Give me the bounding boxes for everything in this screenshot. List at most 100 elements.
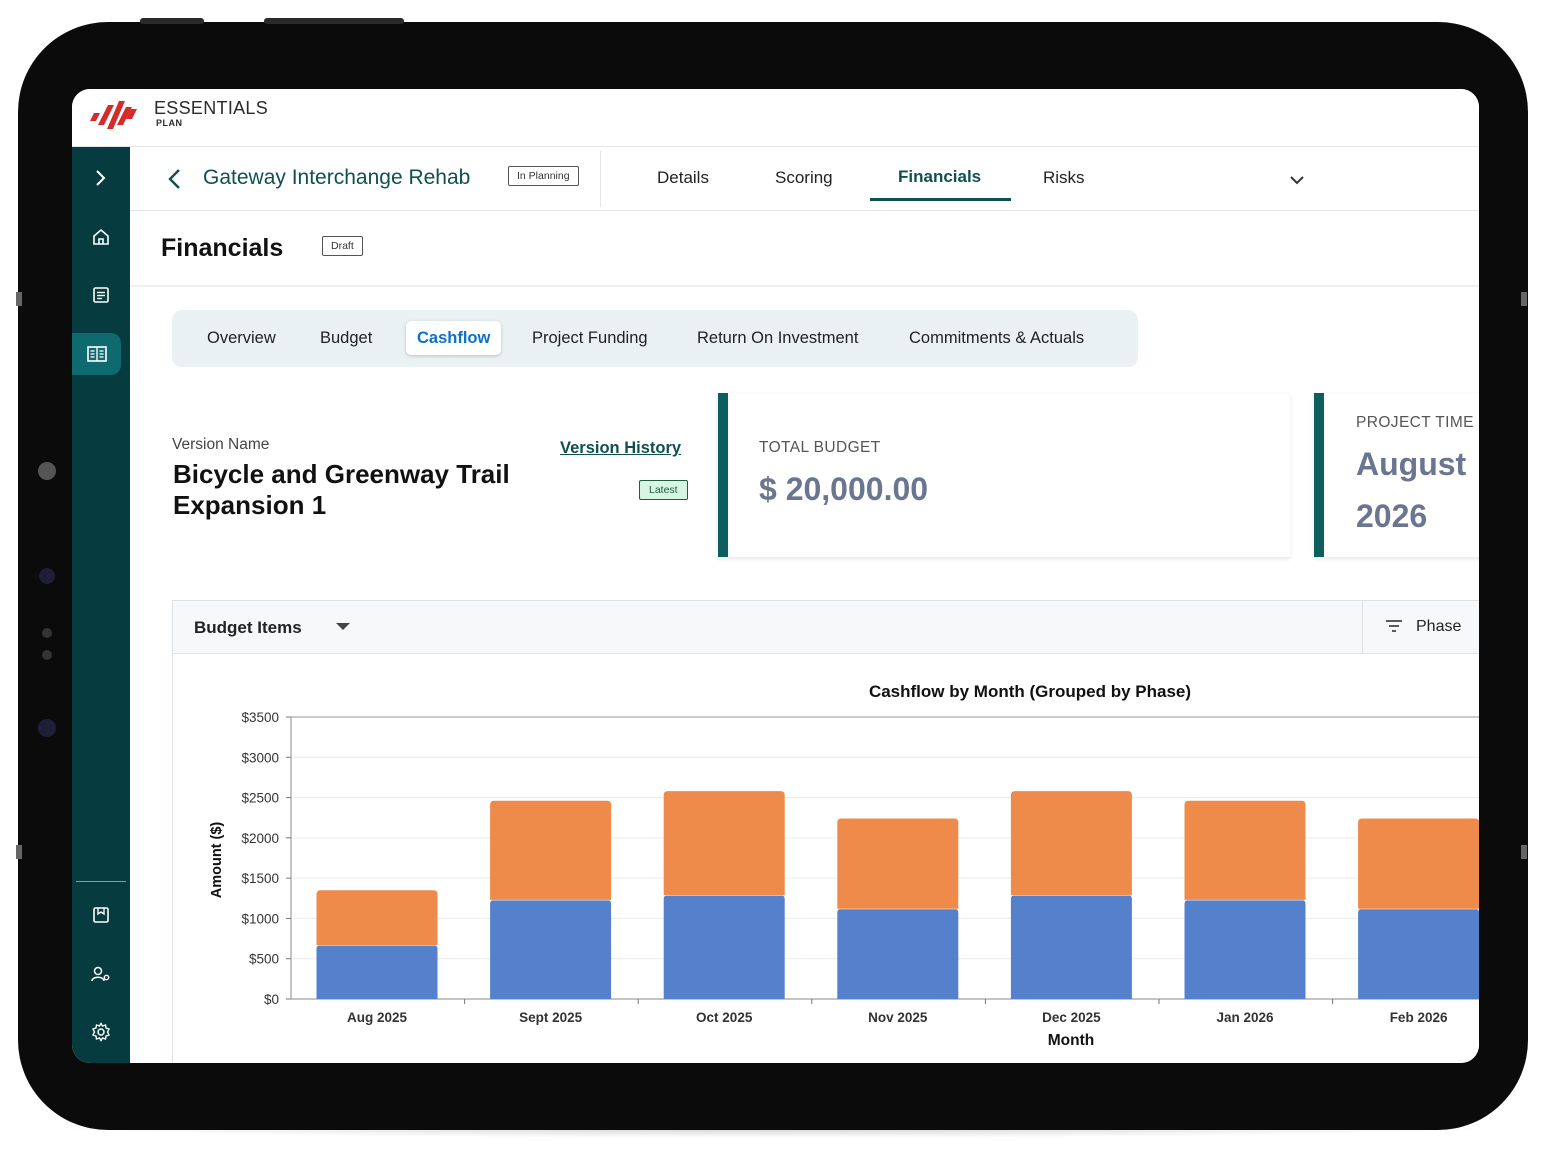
card-accent-bar <box>1314 393 1324 557</box>
bar-blue-segment <box>663 895 785 999</box>
bar-blue-segment <box>837 908 959 999</box>
tablet-side-button <box>16 845 22 859</box>
sidebar-item-settings[interactable] <box>72 1011 130 1053</box>
project-timeline-label: PROJECT TIME <box>1356 414 1474 431</box>
sidebar-item-documents[interactable] <box>72 274 130 316</box>
camera <box>38 462 56 480</box>
bar-orange-segment <box>1010 791 1132 896</box>
y-tick-label: $0 <box>264 992 279 1007</box>
y-tick-label: $2000 <box>241 831 279 846</box>
sidebar-item-saved[interactable] <box>72 894 130 936</box>
sidebar <box>72 147 130 1063</box>
budget-items-panel: Budget Items Phase Cashflow by Month (Gr… <box>172 600 1479 1063</box>
y-tick-label: $500 <box>249 952 279 967</box>
filter-icon <box>1386 620 1402 632</box>
subtab-budget[interactable]: Budget <box>320 329 373 347</box>
y-axis-label: Amount ($) <box>209 822 225 899</box>
version-name: Bicycle and Greenway Trail Expansion 1 <box>173 459 510 520</box>
divider <box>600 151 601 207</box>
tablet-side-button <box>1521 292 1527 306</box>
subtab-return-on-investment[interactable]: Return On Investment <box>697 329 859 347</box>
x-tick-label: Sept 2025 <box>519 1010 583 1025</box>
tab-financials[interactable]: Financials <box>898 167 982 186</box>
logo-mark-icon <box>90 101 137 129</box>
page-title: Financials <box>161 234 284 262</box>
chevron-down-icon <box>1290 176 1304 185</box>
chart-title: Cashflow by Month (Grouped by Phase) <box>869 682 1191 701</box>
budget-items-dropdown[interactable]: Budget Items <box>194 618 302 637</box>
project-timeline-year: 2026 <box>1356 498 1428 534</box>
more-tabs-button[interactable] <box>1286 169 1308 191</box>
bar-blue-segment <box>490 899 612 999</box>
x-tick-label: Jan 2026 <box>1216 1010 1274 1025</box>
y-tick-label: $1000 <box>241 911 279 926</box>
chevron-left-icon <box>168 169 180 189</box>
logo-subtitle: PLAN <box>156 118 183 128</box>
x-tick-label: Aug 2025 <box>347 1010 408 1025</box>
phase-filter-button[interactable]: Phase <box>1362 601 1479 654</box>
user-settings-icon <box>91 966 110 982</box>
document-list-icon <box>93 287 109 303</box>
app-header: ESSENTIALS PLAN <box>72 89 1479 147</box>
y-tick-label: $3500 <box>241 710 279 725</box>
draft-badge: Draft <box>322 236 363 256</box>
bar-blue-segment <box>1010 895 1132 999</box>
x-tick-label: Oct 2025 <box>696 1010 753 1025</box>
bar-blue-segment <box>1358 908 1479 999</box>
version-name-label: Version Name <box>172 436 270 453</box>
tablet-button <box>140 18 204 24</box>
sensor <box>42 628 52 638</box>
page-header: Financials Draft <box>130 211 1479 287</box>
y-tick-label: $1500 <box>241 871 279 886</box>
version-history-link[interactable]: Version History <box>560 439 682 457</box>
total-budget-card: TOTAL BUDGET $ 20,000.00 <box>718 393 1290 557</box>
total-budget-value: $ 20,000.00 <box>759 471 929 507</box>
tab-details[interactable]: Details <box>657 168 709 187</box>
sidebar-item-home[interactable] <box>72 216 130 258</box>
bar-orange-segment <box>837 818 959 909</box>
bar-blue-segment <box>316 945 438 999</box>
back-button[interactable] <box>160 165 188 193</box>
expand-sidebar-button[interactable] <box>72 157 130 199</box>
caret-down-icon[interactable] <box>336 623 350 630</box>
y-tick-label: $2500 <box>241 791 279 806</box>
sensor <box>42 650 52 660</box>
x-tick-label: Dec 2025 <box>1042 1010 1101 1025</box>
sensor <box>39 568 55 584</box>
sidebar-item-financials[interactable] <box>72 333 121 375</box>
y-tick-label: $3000 <box>241 750 279 765</box>
x-axis-label: Month <box>1048 1032 1094 1049</box>
bar-orange-segment <box>1358 818 1479 909</box>
active-tab-indicator <box>870 198 1011 201</box>
bar-blue-segment <box>1184 899 1306 999</box>
tablet-side-button <box>16 292 22 306</box>
project-title: Gateway Interchange Rehab <box>203 166 471 189</box>
phase-filter-label: Phase <box>1416 618 1462 635</box>
bar-orange-segment <box>663 791 785 896</box>
sensor <box>38 719 56 737</box>
card-accent-bar <box>718 393 728 557</box>
project-timeline-value: August <box>1356 446 1467 482</box>
panel-header: Budget Items Phase <box>173 601 1479 654</box>
subtab-overview[interactable]: Overview <box>207 329 276 347</box>
x-tick-label: Nov 2025 <box>868 1010 928 1025</box>
tab-risks[interactable]: Risks <box>1043 168 1085 187</box>
project-status-badge: In Planning <box>508 166 579 186</box>
bookmark-icon <box>93 907 109 923</box>
chevron-right-icon <box>96 170 106 186</box>
logo-name: ESSENTIALS <box>154 98 269 118</box>
subtab-cashflow[interactable]: Cashflow <box>406 321 502 355</box>
bar-orange-segment <box>316 890 438 946</box>
subtab-project-funding[interactable]: Project Funding <box>532 329 648 347</box>
tablet-side-button <box>1521 845 1527 859</box>
tablet-button <box>264 18 404 24</box>
tab-scoring[interactable]: Scoring <box>775 168 833 187</box>
x-tick-label: Feb 2026 <box>1390 1010 1448 1025</box>
bar-orange-segment <box>1184 800 1306 900</box>
sidebar-item-user-settings[interactable] <box>72 953 130 995</box>
project-timeline-card: PROJECT TIME August 2026 <box>1314 393 1479 557</box>
app-screen: ESSENTIALS PLAN Gateway Interch <box>72 89 1479 1063</box>
home-icon <box>93 228 109 245</box>
gear-icon <box>92 1022 110 1042</box>
subtab-commitments-actuals[interactable]: Commitments & Actuals <box>909 329 1085 347</box>
